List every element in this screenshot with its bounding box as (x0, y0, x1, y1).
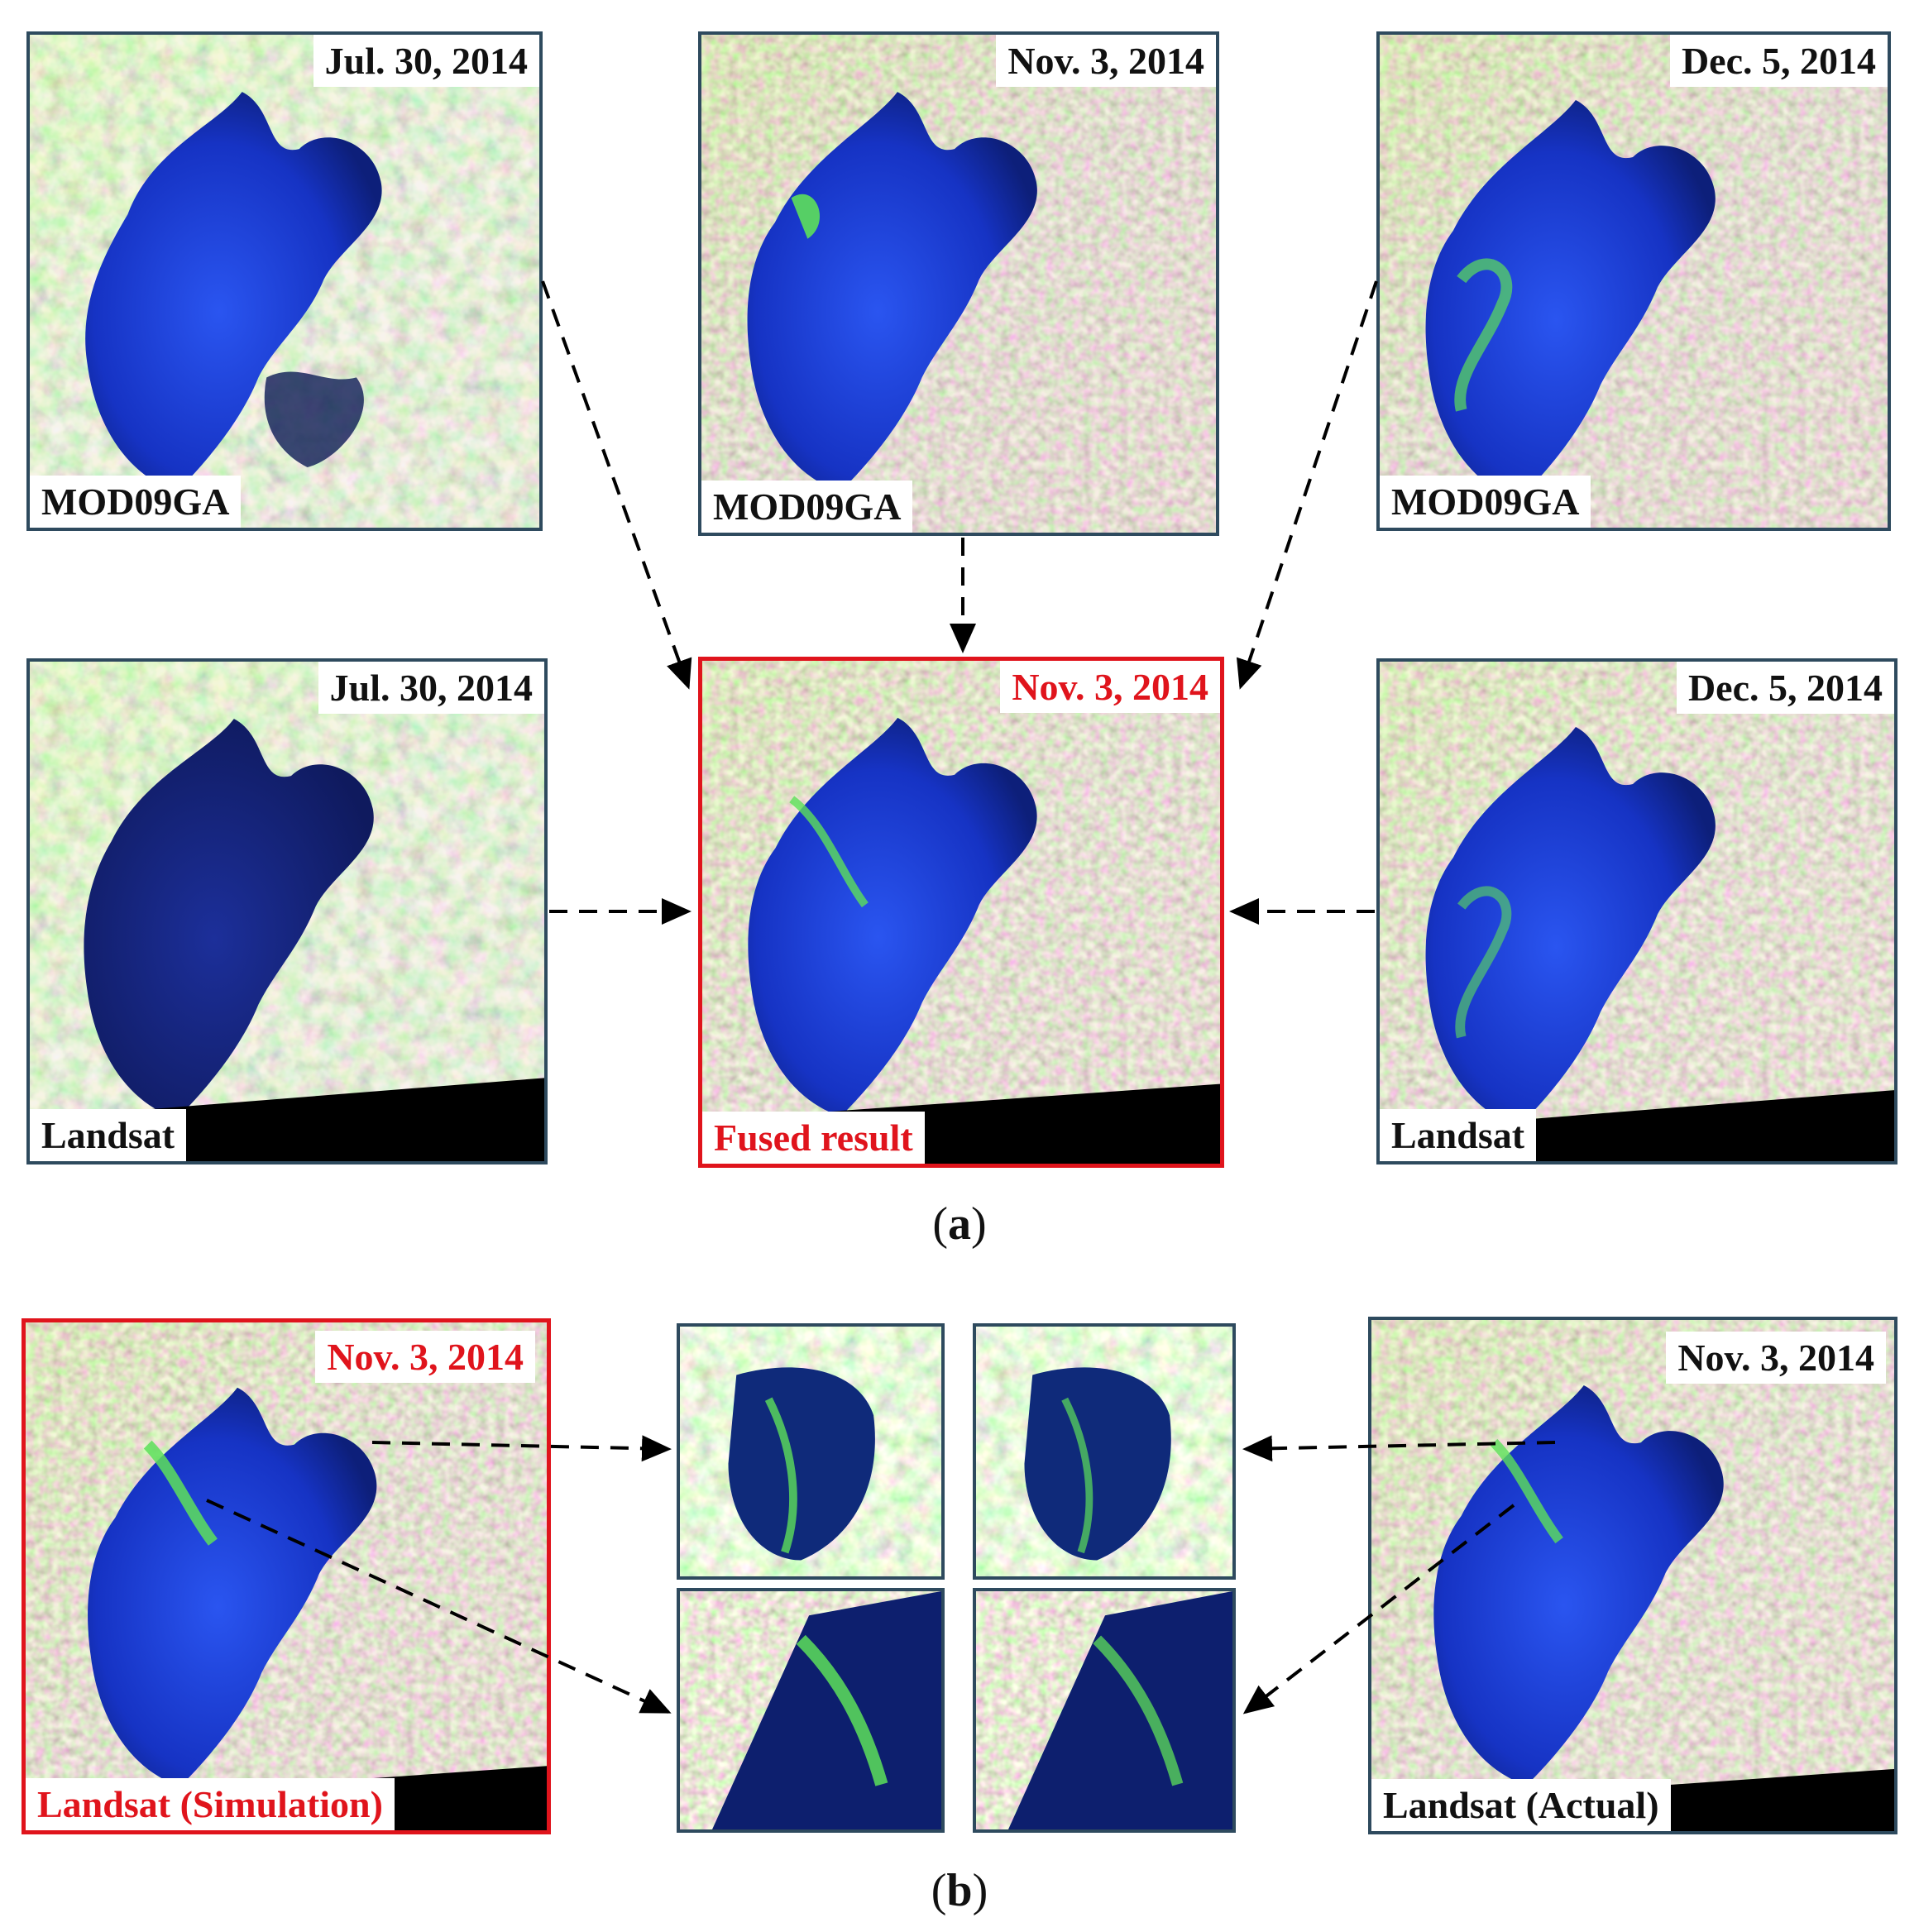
source-label: MOD09GA (30, 476, 242, 528)
date-label: Jul. 30, 2014 (313, 35, 539, 87)
source-label: Landsat (1380, 1109, 1537, 1161)
landsat-panel-dec5: Dec. 5, 2014 Landsat (1376, 658, 1897, 1164)
zoom-image (976, 1591, 1232, 1829)
zoom-actual-top (973, 1323, 1236, 1580)
landsat-actual-panel: Nov. 3, 2014 Landsat (Actual) (1368, 1317, 1897, 1834)
source-label: MOD09GA (701, 481, 913, 533)
date-label: Dec. 5, 2014 (1676, 662, 1894, 714)
modis-panel-nov3: Nov. 3, 2014 MOD09GA (698, 31, 1219, 536)
zoom-image (680, 1591, 941, 1829)
caption-b: (b) (931, 1865, 988, 1916)
source-label: Landsat (Actual) (1371, 1779, 1671, 1831)
modis-panel-dec5: Dec. 5, 2014 MOD09GA (1376, 31, 1891, 531)
zoom-actual-bottom (973, 1588, 1236, 1833)
zoom-image (680, 1327, 941, 1576)
satellite-image (1371, 1320, 1894, 1831)
arrow-modis-dec-to-fused (1236, 280, 1378, 690)
satellite-image (1380, 35, 1888, 528)
satellite-image (30, 662, 544, 1161)
date-label: Nov. 3, 2014 (996, 35, 1216, 87)
source-label: Fused result (702, 1112, 925, 1164)
source-label: Landsat (30, 1109, 187, 1161)
satellite-image (26, 1322, 547, 1830)
satellite-image (701, 35, 1216, 533)
zoom-sim-bottom (677, 1588, 945, 1833)
satellite-image (702, 661, 1220, 1164)
caption-a: (a) (932, 1198, 987, 1250)
arrow-modis-jul-to-fused (541, 280, 692, 690)
date-label: Nov. 3, 2014 (1000, 661, 1220, 713)
zoom-sim-top (677, 1323, 945, 1580)
landsat-panel-jul30: Jul. 30, 2014 Landsat (26, 658, 548, 1164)
modis-panel-jul30: Jul. 30, 2014 MOD09GA (26, 31, 543, 531)
date-label: Nov. 3, 2014 (1666, 1332, 1886, 1384)
satellite-image (1380, 662, 1894, 1161)
satellite-image (30, 35, 539, 528)
landsat-simulation-panel: Nov. 3, 2014 Landsat (Simulation) (22, 1318, 551, 1834)
source-label: MOD09GA (1380, 476, 1591, 528)
zoom-image (976, 1327, 1232, 1576)
fused-result-panel: Nov. 3, 2014 Fused result (698, 657, 1224, 1168)
date-label: Dec. 5, 2014 (1669, 35, 1888, 87)
date-label: Nov. 3, 2014 (315, 1331, 535, 1383)
caption-letter: a (948, 1198, 971, 1250)
date-label: Jul. 30, 2014 (318, 662, 544, 714)
source-label: Landsat (Simulation) (26, 1778, 395, 1830)
caption-letter: b (946, 1865, 973, 1916)
